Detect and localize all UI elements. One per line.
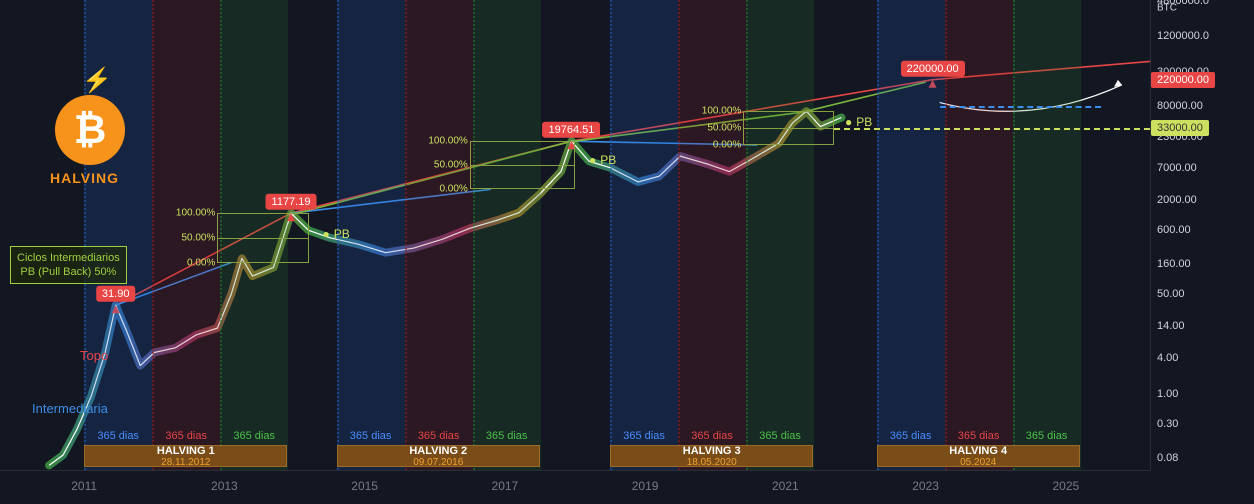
y-price-marker: 220000.00: [1151, 72, 1215, 88]
y-tick: 600.00: [1157, 224, 1191, 236]
cycle-band: [1013, 0, 1081, 470]
fib-level-100: 100.00%: [702, 105, 741, 116]
peak-price-label: 220000.00: [901, 60, 965, 76]
cycle-band-label: 365 dias: [759, 430, 801, 442]
x-axis: 2011 2013 2015 2017 2019 2021 2023 2025: [0, 470, 1150, 504]
cycle-divider: [405, 0, 407, 470]
x-tick: 2021: [772, 479, 799, 493]
cycle-band-label: 365 dias: [623, 430, 665, 442]
y-tick: 7000.00: [1157, 162, 1197, 174]
fib-level-50: 50.00%: [181, 232, 215, 243]
cycle-divider: [877, 0, 879, 470]
cycle-band-label: 365 dias: [1026, 430, 1068, 442]
cycle-band: [405, 0, 473, 470]
fib-level-50: 50.00%: [707, 122, 741, 133]
intermediaria-legend: Intermediaria: [32, 401, 108, 416]
y-tick: 1.00: [1157, 388, 1178, 400]
x-tick: 2013: [211, 479, 238, 493]
pullback-marker: PB: [845, 115, 872, 129]
cycle-band-label: 365 dias: [418, 430, 460, 442]
ciclos-line1: Ciclos Intermediarios: [17, 251, 120, 265]
cycle-divider: [473, 0, 475, 470]
cycle-divider: [152, 0, 154, 470]
cycle-band: [610, 0, 678, 470]
peak-price-label: 31.90: [96, 286, 136, 302]
y-tick: 80000.00: [1157, 100, 1203, 112]
cycle-divider: [610, 0, 612, 470]
y-tick: 2000.00: [1157, 194, 1197, 206]
fib-level-0: 0.00%: [187, 257, 215, 268]
projection-dash: [834, 128, 1150, 130]
halving-title: HALVING: [50, 170, 119, 186]
cycle-divider: [678, 0, 680, 470]
fib-level-100: 100.00%: [176, 208, 215, 219]
y-tick: 160.00: [1157, 258, 1191, 270]
fib-mid: [470, 165, 575, 166]
cycle-divider: [1013, 0, 1015, 470]
pullback-marker: PB: [589, 153, 616, 167]
x-tick: 2023: [912, 479, 939, 493]
x-tick: 2017: [492, 479, 519, 493]
x-tick: 2019: [632, 479, 659, 493]
chart-area: 365 dias 365 dias 365 dias 365 dias 365 dias…: [0, 0, 1150, 470]
fib-mid: [217, 238, 308, 239]
x-tick: 2011: [71, 479, 97, 493]
cycle-band: [473, 0, 541, 470]
cycle-band: [678, 0, 746, 470]
y-tick: 4.00: [1157, 352, 1178, 364]
ciclos-intermediarios-box: Ciclos Intermediarios PB (Pull Back) 50%: [10, 246, 127, 284]
cycle-band-label: 365 dias: [890, 430, 932, 442]
halving-box: HALVING 209.07.2016: [337, 445, 540, 467]
cycle-band-label: 365 dias: [691, 430, 733, 442]
fib-mid: [743, 128, 834, 129]
topo-legend: Topo: [80, 348, 108, 363]
btc-logo-icon: ₿: [55, 95, 125, 165]
y-axis: BTC 4800000.01200000.0300000.0080000.002…: [1150, 0, 1254, 470]
fib-level-100: 100.00%: [428, 136, 467, 147]
fib-level-50: 50.00%: [434, 160, 468, 171]
ciclos-line2: PB (Pull Back) 50%: [17, 265, 120, 279]
cycle-band-label: 365 dias: [233, 430, 275, 442]
y-tick: 1200000.0: [1157, 30, 1209, 42]
peak-price-label: 19764.51: [543, 122, 601, 138]
y-tick: 4800000.0: [1157, 0, 1209, 7]
halving-box: HALVING 318.05.2020: [610, 445, 813, 467]
cycle-band-label: 365 dias: [350, 430, 392, 442]
halving-box: HALVING 128.11.2012: [84, 445, 287, 467]
x-tick: 2025: [1052, 479, 1079, 493]
cycle-band-label: 365 dias: [958, 430, 1000, 442]
fib-level-0: 0.00%: [713, 140, 741, 151]
y-tick: 14.00: [1157, 320, 1185, 332]
bolt-icon: ⚡: [82, 66, 112, 95]
peak-price-label: 1177.19: [266, 194, 317, 210]
y-tick: 0.30: [1157, 418, 1178, 430]
cycle-band-label: 365 dias: [486, 430, 528, 442]
y-price-marker: 33000.00: [1151, 120, 1209, 136]
y-tick: 50.00: [1157, 288, 1185, 300]
cycle-band: [746, 0, 814, 470]
projection-dash: [940, 106, 1101, 108]
pullback-marker: PB: [323, 227, 350, 241]
cycle-band-label: 365 dias: [97, 430, 139, 442]
halving-box: HALVING 405.2024: [877, 445, 1080, 467]
fib-level-0: 0.00%: [439, 184, 467, 195]
x-tick: 2015: [351, 479, 378, 493]
cycle-band-label: 365 dias: [165, 430, 207, 442]
y-tick: 0.08: [1157, 452, 1178, 464]
cycle-divider: [746, 0, 748, 470]
